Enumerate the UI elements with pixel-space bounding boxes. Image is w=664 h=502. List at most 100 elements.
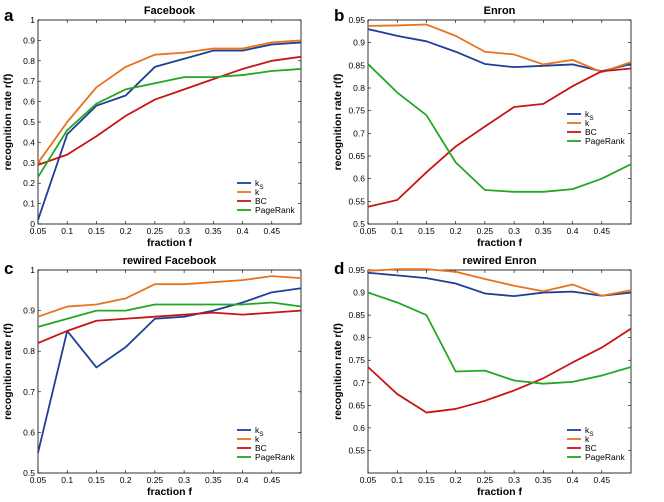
y-tick-label: 0.75	[348, 355, 365, 365]
plot-frame	[367, 269, 632, 474]
x-tick-label: 0.3	[508, 475, 520, 485]
series-line-BC	[367, 67, 632, 208]
x-tick-label: 0.15	[418, 475, 435, 485]
x-tick-label: 0.45	[594, 226, 611, 236]
y-tick-label: 0.2	[23, 178, 35, 188]
series-line-k	[37, 39, 302, 164]
legend-label-k: k	[255, 187, 260, 197]
x-tick-label: 0.25	[147, 475, 164, 485]
y-tick-label: 0.65	[348, 400, 365, 410]
series-line-ks	[37, 41, 302, 221]
x-tick-label: 0.25	[147, 226, 164, 236]
series-line-PageRank	[37, 68, 302, 178]
x-tick-label: 0.45	[264, 475, 281, 485]
plot-frame	[367, 19, 632, 225]
series-line-ks	[367, 28, 632, 73]
legend-label-ks: kS	[255, 425, 264, 438]
y-tick-label: 0.7	[353, 128, 365, 138]
x-tick-label: 0.15	[88, 226, 105, 236]
y-tick-label: 0.6	[23, 97, 35, 107]
legend-label-subscript: S	[259, 431, 264, 438]
x-tick-label: 0.1	[391, 226, 403, 236]
chart-title: Enron	[484, 5, 516, 17]
chart-panel-a: a Facebook 0.05 0.1 0.15 0.2 0.25 0.3 0.35 0.4 0.4…	[2, 5, 302, 249]
x-tick-label: 0.2	[450, 226, 462, 236]
y-tick-label: 0.55	[348, 196, 365, 206]
y-tick-label: 0.8	[353, 333, 365, 343]
y-tick-label: 0.1	[23, 199, 35, 209]
legend-label-k: k	[255, 434, 260, 444]
y-tick-label: 0.6	[353, 174, 365, 184]
x-tick-label: 0.4	[567, 475, 579, 485]
y-tick-label: 0.8	[23, 346, 35, 356]
y-tick-label: 0.5	[353, 219, 365, 229]
y-tick-label: 0.75	[348, 106, 365, 116]
y-axis-label: recognition rate r(f)	[2, 74, 14, 171]
x-tick-label: 0.35	[535, 475, 552, 485]
x-tick-label: 0.35	[205, 226, 222, 236]
chart-panel-c: c rewired Facebook 0.05 0.1 0.15 0.2 0.25 0.3 0.…	[2, 255, 302, 498]
x-axis-label: fraction f	[147, 486, 192, 498]
y-tick-label: 0.9	[353, 288, 365, 298]
legend-label-subscript: S	[589, 115, 594, 122]
plot-frame	[37, 269, 302, 474]
legend-label-ks: kS	[585, 109, 594, 122]
legend-label-BC: BC	[255, 443, 267, 453]
chart-panel-b: b Enron 0.05 0.1 0.15 0.2 0.25 0.3 0.35 0.4 0.45 0.…	[332, 5, 632, 249]
x-axis-label: fraction f	[477, 237, 522, 249]
y-tick-label: 0.85	[348, 310, 365, 320]
x-tick-label: 0.4	[567, 226, 579, 236]
y-tick-label: 0.6	[23, 427, 35, 437]
legend-label-k: k	[585, 118, 590, 128]
x-tick-label: 0.2	[120, 226, 132, 236]
x-tick-label: 0.05	[30, 226, 47, 236]
series-line-k	[367, 23, 632, 74]
x-tick-label: 0.2	[120, 475, 132, 485]
x-tick-label: 0.1	[61, 226, 73, 236]
y-tick-label: 0.7	[23, 387, 35, 397]
legend-label-k: k	[585, 434, 590, 444]
y-tick-label: 0.6	[353, 423, 365, 433]
series-line-k	[37, 275, 302, 318]
series-line-PageRank	[367, 291, 632, 385]
panel-letter: d	[334, 259, 344, 278]
x-tick-label: 0.25	[477, 226, 494, 236]
y-axis-label: recognition rate r(f)	[332, 323, 344, 420]
x-axis-label: fraction f	[477, 486, 522, 498]
legend-label-subscript: S	[589, 431, 594, 438]
legend-label-PageRank: PageRank	[255, 452, 295, 462]
x-tick-label: 0.45	[594, 475, 611, 485]
series-line-ks	[367, 271, 632, 298]
y-tick-label: 0.4	[23, 137, 35, 147]
x-tick-label: 0.2	[450, 475, 462, 485]
x-tick-label: 0.45	[264, 226, 281, 236]
x-tick-label: 0.3	[178, 475, 190, 485]
y-tick-label: 0.8	[23, 56, 35, 66]
y-tick-label: 0.8	[353, 83, 365, 93]
series-line-k	[367, 268, 632, 297]
x-tick-label: 0.25	[477, 475, 494, 485]
y-tick-label: 0.85	[348, 60, 365, 70]
legend-label-PageRank: PageRank	[255, 205, 295, 215]
series-line-PageRank	[367, 63, 632, 193]
x-tick-label: 0.3	[508, 226, 520, 236]
y-tick-label: 0.95	[348, 15, 365, 25]
x-tick-label: 0.15	[88, 475, 105, 485]
y-tick-label: 0	[30, 219, 35, 229]
y-tick-label: 1	[30, 265, 35, 275]
series-line-BC	[37, 55, 302, 166]
series-line-PageRank	[37, 301, 302, 328]
x-tick-label: 0.35	[205, 475, 222, 485]
y-tick-label: 0.7	[23, 76, 35, 86]
y-axis-label: recognition rate r(f)	[2, 323, 14, 420]
x-tick-label: 0.4	[237, 226, 249, 236]
panel-letter: b	[334, 6, 344, 25]
x-tick-label: 0.05	[360, 226, 377, 236]
y-tick-label: 1	[30, 15, 35, 25]
legend-label-ks: kS	[255, 178, 264, 191]
series-line-BC	[37, 309, 302, 344]
panel-letter: a	[4, 6, 14, 25]
x-tick-label: 0.1	[391, 475, 403, 485]
x-tick-label: 0.15	[418, 226, 435, 236]
